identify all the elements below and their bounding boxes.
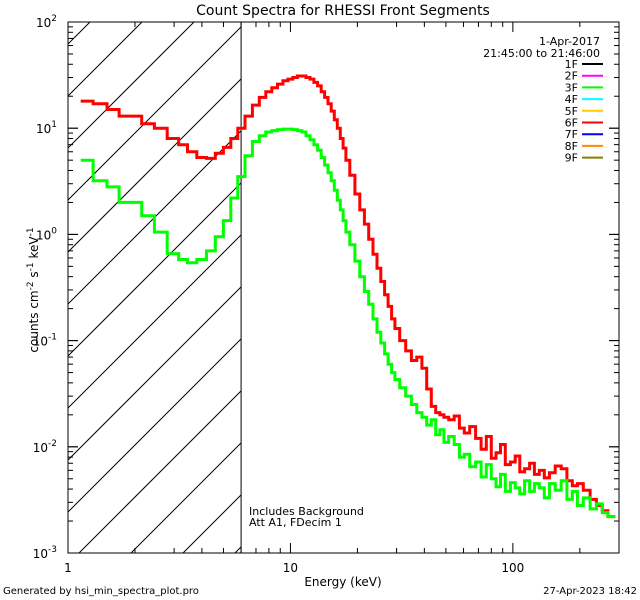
date-label: 1-Apr-2017: [539, 35, 600, 48]
hatch-line: [78, 390, 242, 554]
x-axis-tick-labels: 1 10 100: [64, 561, 524, 575]
x-tick-label: 100: [501, 561, 524, 575]
legend-label-6F: 6F: [565, 117, 578, 130]
hatch-line: [67, 182, 242, 357]
legend-label-8F: 8F: [565, 140, 578, 153]
y-tick-label: 102: [36, 14, 57, 30]
chart-title: Count Spectra for RHESSI Front Segments: [196, 3, 490, 19]
legend-label-2F: 2F: [565, 70, 578, 83]
hatch-line: [67, 286, 242, 461]
y-tick-label: 10-2: [33, 439, 57, 455]
footer-timestamp: 27-Apr-2023 18:42: [543, 586, 637, 597]
legend-label-3F: 3F: [565, 81, 578, 94]
footer-generated-by: Generated by hsi_min_spectra_plot.pro: [3, 586, 199, 597]
series-line-3F: [80, 127, 616, 519]
hatch-line: [67, 338, 242, 513]
legend-label-7F: 7F: [565, 128, 578, 141]
hatch-line: [67, 21, 91, 45]
hatch-line: [182, 494, 242, 554]
y-tick-label: 10-3: [33, 545, 57, 561]
annotation-background: Includes Background: [249, 505, 364, 518]
y-axis-label: counts cm-2 s-1 keV-1: [26, 227, 41, 352]
plot-frame: [67, 21, 620, 554]
legend-label-4F: 4F: [565, 93, 578, 106]
x-tick-label: 1: [64, 561, 72, 575]
y-tick-label: 101: [36, 120, 57, 136]
time-range-label: 21:45:00 to 21:46:00: [483, 47, 600, 60]
hatch-line: [67, 26, 242, 201]
x-tick-label: 10: [283, 561, 298, 575]
hatch-line: [67, 21, 195, 149]
hatch-line: [130, 442, 242, 554]
hatch-line: [234, 546, 242, 554]
hatch-line: [67, 78, 242, 253]
annotation-attenuator: Att A1, FDecim 1: [249, 516, 342, 529]
hatch-line: [67, 234, 242, 409]
y-axis-ticks: [68, 21, 619, 554]
legend-label-5F: 5F: [565, 105, 578, 118]
x-axis-label: Energy (keV): [304, 575, 381, 589]
hatch-line: [67, 21, 143, 97]
series-line-6F: [80, 74, 616, 519]
x-axis-ticks: [67, 22, 620, 553]
legend-label-1F: 1F: [565, 58, 578, 71]
legend-label-9F: 9F: [565, 152, 578, 165]
